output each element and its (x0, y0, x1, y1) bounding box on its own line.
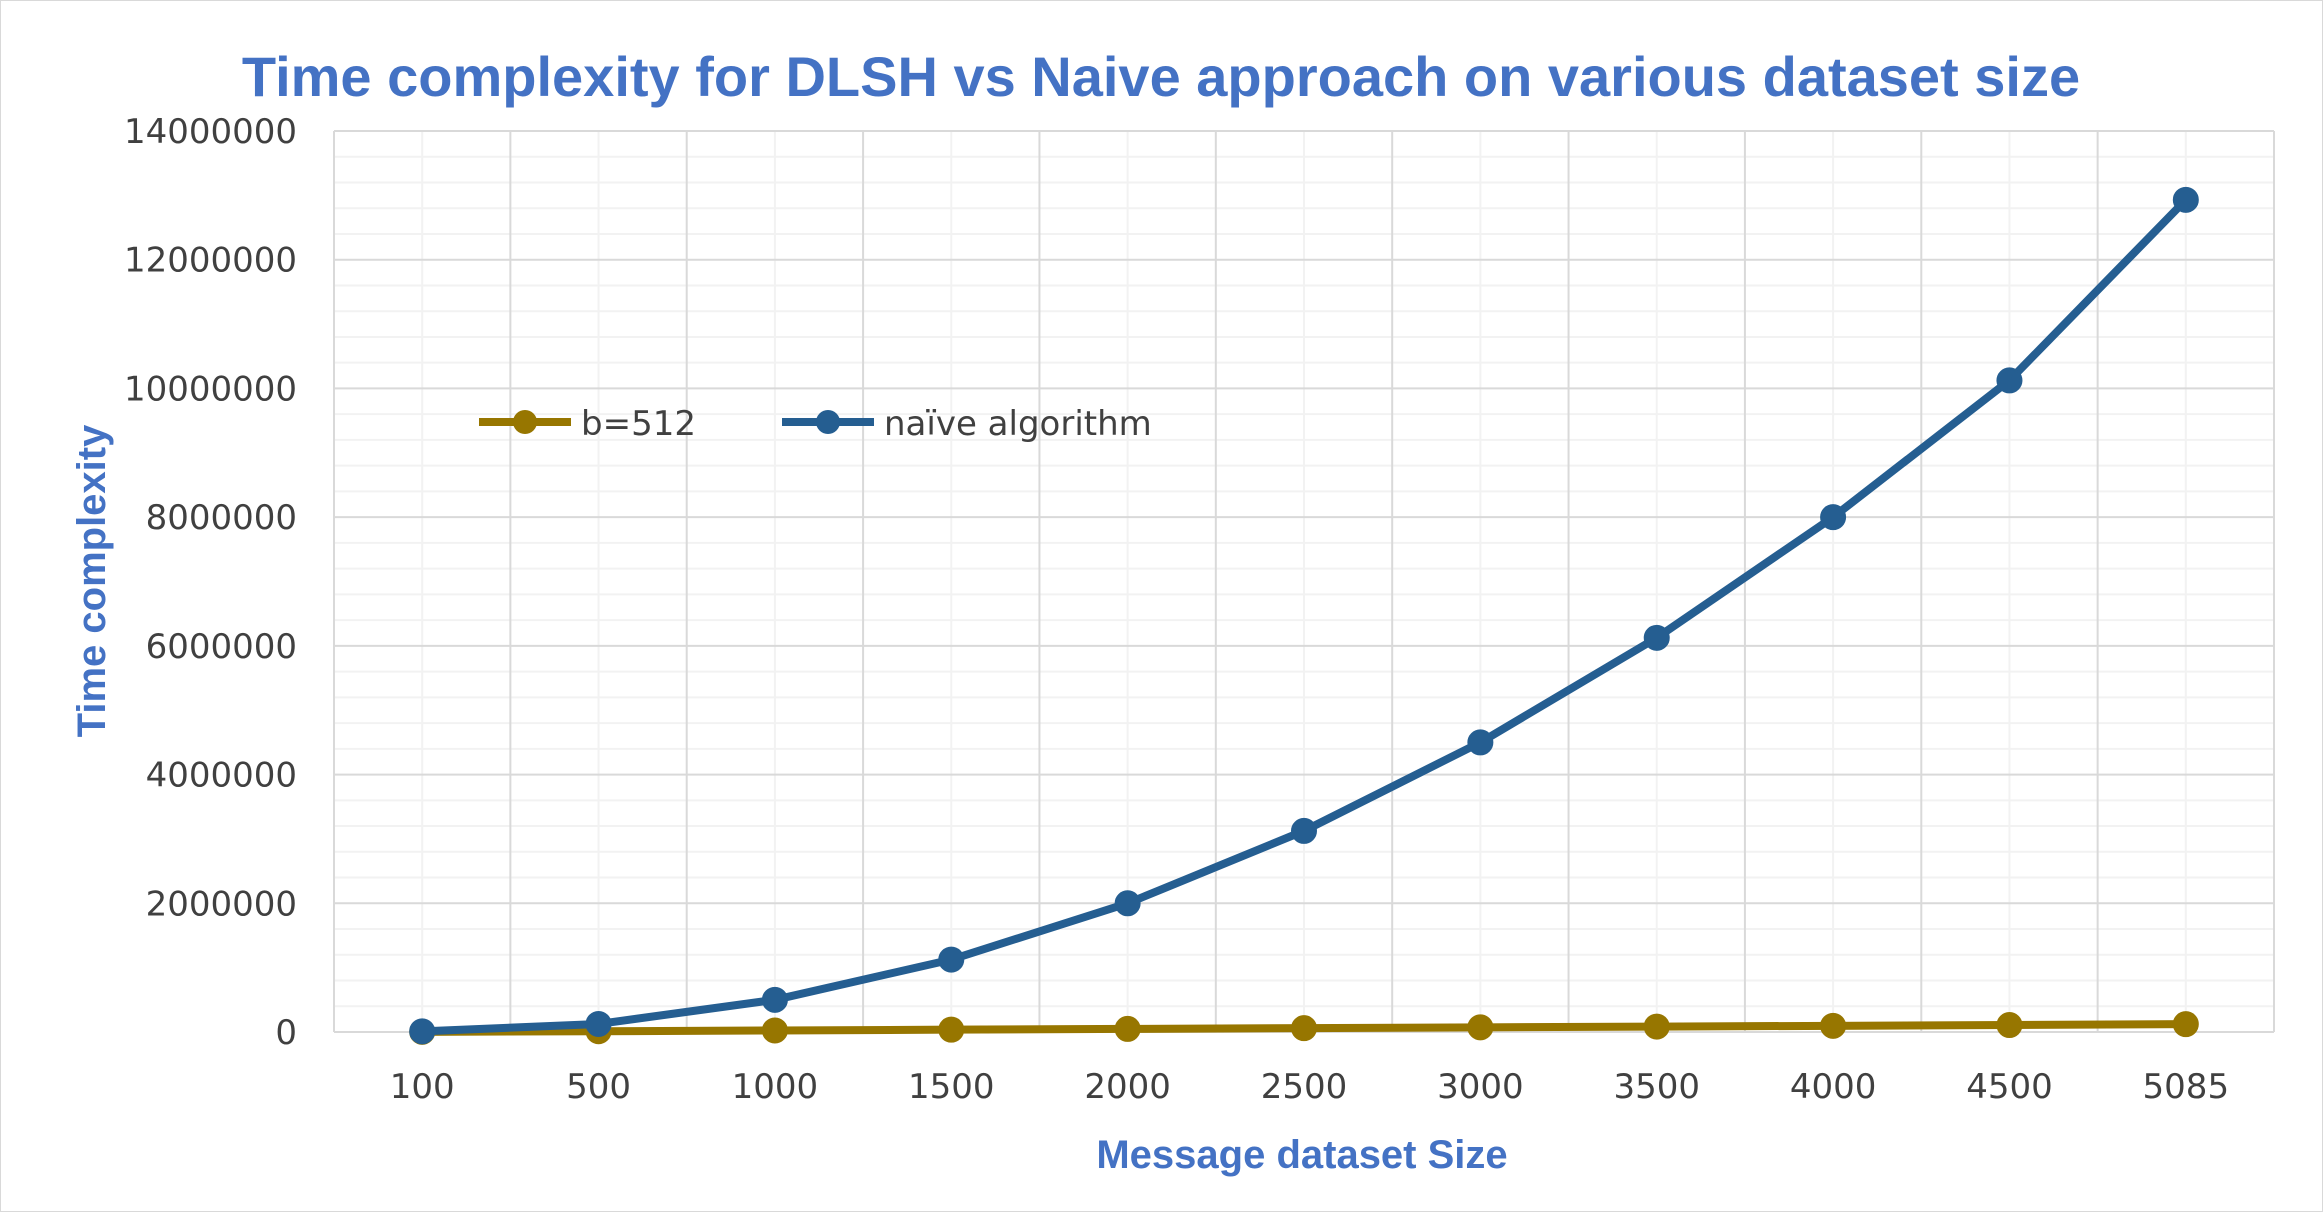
legend-item-b512: b=512 (479, 404, 696, 444)
data-point (2172, 1011, 2199, 1038)
data-point (1643, 624, 1670, 651)
grid-layer (333, 130, 2275, 1033)
x-tick-label: 500 (566, 1067, 631, 1107)
series-layer (409, 186, 2199, 1045)
x-tick-label: 2000 (1084, 1067, 1171, 1107)
legend-marker-naive (816, 410, 840, 434)
y-tick-label: 10000000 (124, 369, 297, 409)
x-tick-label: 2500 (1261, 1067, 1348, 1107)
y-tick-label: 12000000 (124, 241, 297, 281)
y-axis-title: Time complexity (70, 424, 114, 737)
data-point (585, 1010, 612, 1037)
data-point (1643, 1013, 1670, 1040)
x-tick-label: 3000 (1437, 1067, 1524, 1107)
data-point (1820, 1012, 1847, 1039)
y-tick-label: 4000000 (146, 756, 297, 796)
y-tick-label: 14000000 (124, 112, 297, 152)
x-axis-title: Message dataset Size (1096, 1133, 1507, 1177)
y-tick-label: 0 (275, 1013, 297, 1053)
series-1 (409, 186, 2199, 1045)
data-point (409, 1018, 436, 1045)
y-tick-label: 6000000 (146, 627, 297, 667)
x-tick-label: 4500 (1966, 1067, 2053, 1107)
data-point (1114, 890, 1141, 917)
series-0 (409, 1011, 2199, 1045)
y-tick-label: 8000000 (146, 498, 297, 538)
data-point (938, 946, 965, 973)
x-tick-label: 1000 (732, 1067, 819, 1107)
legend: b=512 naïve algorithm (479, 404, 1152, 444)
x-tick-label: 4000 (1790, 1067, 1877, 1107)
data-point (1996, 1012, 2023, 1039)
data-point (1467, 1014, 1494, 1041)
legend-marker-b512 (513, 410, 537, 434)
data-point (2172, 186, 2199, 213)
y-tick-label: 2000000 (146, 884, 297, 924)
x-tick-label: 1500 (908, 1067, 995, 1107)
data-point (938, 1016, 965, 1043)
x-tick-label: 3500 (1613, 1067, 1700, 1107)
legend-label-naive: naïve algorithm (884, 404, 1152, 444)
legend-label-b512: b=512 (581, 404, 696, 444)
data-point (1114, 1015, 1141, 1042)
data-point (761, 986, 788, 1013)
data-point (1996, 367, 2023, 394)
data-point (1467, 729, 1494, 756)
data-point (1820, 504, 1847, 531)
data-point (1291, 817, 1317, 844)
legend-item-naive: naïve algorithm (782, 404, 1152, 444)
axis-layer: 0 2000000 4000000 6000000 8000000 10000000 120… (124, 112, 2229, 1107)
data-point (1291, 1015, 1317, 1042)
chart-title: Time complexity for DLSH vs Naive approa… (242, 45, 2080, 108)
data-point (761, 1017, 788, 1044)
x-tick-label: 100 (390, 1067, 455, 1107)
x-tick-label: 5085 (2143, 1067, 2230, 1107)
